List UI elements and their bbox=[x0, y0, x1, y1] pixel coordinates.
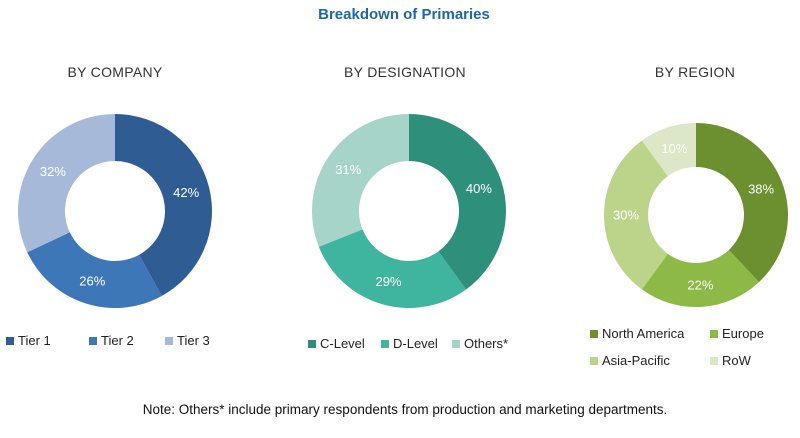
region-slice-row bbox=[641, 123, 696, 177]
region-chart-title: BY REGION bbox=[654, 64, 736, 80]
legend-swatch bbox=[89, 336, 97, 345]
legend-label: Asia-Pacific bbox=[602, 353, 670, 368]
legend-swatch bbox=[308, 339, 316, 348]
legend-item-d-level: D-Level bbox=[381, 336, 438, 351]
region-slice-europe bbox=[641, 249, 759, 307]
legend-label: D-Level bbox=[393, 336, 438, 351]
region-slice-label: 10% bbox=[661, 141, 687, 156]
legend-label: Tier 1 bbox=[18, 333, 51, 348]
legend-swatch bbox=[6, 336, 14, 345]
region-slice-label: 38% bbox=[748, 182, 774, 197]
region-slice-label: 22% bbox=[687, 277, 713, 292]
region-slice-north-america bbox=[696, 123, 789, 283]
company-slice-label: 26% bbox=[79, 273, 105, 288]
chart-title: Breakdown of Primaries bbox=[318, 6, 490, 23]
legend-item-tier-3: Tier 3 bbox=[165, 333, 210, 348]
designation-slice-label: 29% bbox=[375, 274, 401, 289]
legend-swatch bbox=[590, 329, 598, 338]
legend-label: Tier 2 bbox=[101, 333, 134, 348]
legend-swatch bbox=[165, 336, 173, 345]
legend-item-europe: Europe bbox=[710, 326, 764, 341]
region-slice-asia-pacific bbox=[604, 140, 668, 290]
designation-slice-others bbox=[312, 114, 409, 247]
legend-item-row: RoW bbox=[710, 353, 751, 368]
legend-label: RoW bbox=[722, 353, 751, 368]
legend-swatch bbox=[710, 356, 718, 365]
legend-label: Tier 3 bbox=[177, 333, 210, 348]
footnote: Note: Others* include primary respondent… bbox=[142, 402, 668, 417]
legend-item-tier-1: Tier 1 bbox=[6, 333, 51, 348]
legend-label: Europe bbox=[722, 326, 764, 341]
legend-item-c-level: C-Level bbox=[308, 336, 365, 351]
legend-item-asia-pacific: Asia-Pacific bbox=[590, 353, 670, 368]
legend-item-north-america: North America bbox=[590, 326, 684, 341]
legend-swatch bbox=[710, 329, 718, 338]
designation-slice-label: 31% bbox=[335, 162, 361, 177]
legend-swatch bbox=[381, 339, 389, 348]
company-slice-tier-2 bbox=[27, 232, 162, 308]
designation-slice-label: 40% bbox=[466, 181, 492, 196]
designation-slice-d-level bbox=[318, 229, 467, 308]
designation-chart-title: BY DESIGNATION bbox=[344, 64, 466, 80]
legend-item-tier-2: Tier 2 bbox=[89, 333, 134, 348]
legend-swatch bbox=[590, 356, 598, 365]
region-slice-label: 30% bbox=[613, 208, 639, 223]
legend-label: C-Level bbox=[320, 336, 365, 351]
legend-item-others: Others* bbox=[452, 336, 508, 351]
legend-label: North America bbox=[602, 326, 685, 341]
company-slice-label: 42% bbox=[173, 185, 199, 200]
company-slice-tier-3 bbox=[17, 114, 116, 253]
designation-slice-c-level bbox=[409, 114, 506, 290]
legend-swatch bbox=[452, 339, 460, 348]
company-chart-title: BY COMPANY bbox=[67, 64, 163, 80]
legend-label: Others* bbox=[464, 336, 509, 351]
company-slice-label: 32% bbox=[40, 164, 66, 179]
company-slice-tier-1 bbox=[115, 114, 212, 297]
